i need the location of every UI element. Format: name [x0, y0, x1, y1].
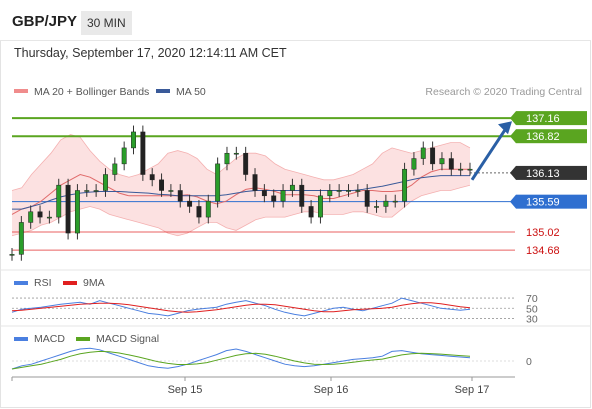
legend-label-1: MA 20 + Bollinger Bands	[34, 86, 149, 98]
price-candle	[336, 190, 342, 192]
macd-signal-line	[11, 350, 471, 370]
price-candle	[448, 158, 454, 170]
forecast-arrow-head	[498, 121, 512, 135]
price-candle	[402, 168, 408, 202]
bollinger-lower	[11, 184, 471, 237]
level-label-5: 135.02	[526, 227, 560, 239]
rsi-legend-label-2: 9MA	[83, 277, 105, 289]
price-candle	[327, 190, 333, 197]
macd-legend-swatch-2	[76, 337, 90, 341]
price-candle	[112, 163, 118, 175]
price-candle	[392, 200, 398, 203]
macd-line	[11, 347, 471, 370]
timestamp-label: Thursday, September 17, 2020 12:14:11 AM…	[14, 46, 287, 60]
rsi-tick-label: 70	[526, 293, 538, 305]
rsi-tick-label: 30	[526, 313, 538, 325]
price-candle	[177, 190, 183, 202]
price-candle	[196, 206, 202, 218]
price-candle	[243, 152, 249, 175]
chart-header: GBP/JPY 30 MIN	[0, 0, 591, 41]
price-candle	[140, 131, 146, 175]
level-tag-pointer-1	[510, 111, 516, 126]
price-candle	[420, 147, 426, 159]
legend-label-2: MA 50	[176, 86, 206, 98]
price-candle	[364, 190, 370, 207]
price-candle	[56, 184, 62, 218]
price-candle	[159, 179, 165, 191]
price-candle	[205, 200, 211, 218]
price-candle	[46, 216, 52, 219]
price-candle	[187, 200, 193, 207]
level-tag-pointer-2	[510, 129, 516, 144]
price-candle	[458, 168, 464, 171]
level-label-3: 136.13	[526, 168, 560, 180]
price-candle	[308, 206, 314, 218]
bollinger-upper	[11, 134, 471, 191]
price-candle	[28, 211, 34, 223]
price-candle	[299, 184, 305, 207]
price-candle	[280, 190, 286, 202]
price-candle	[411, 158, 417, 170]
price-candle	[289, 184, 295, 191]
price-candle	[430, 147, 436, 165]
price-candle	[65, 184, 71, 234]
macd-legend-label-2: MACD Signal	[96, 333, 159, 345]
macd-legend-swatch-1	[14, 337, 28, 341]
price-candle	[467, 168, 473, 171]
price-candle	[168, 190, 174, 192]
level-tag-4	[516, 194, 587, 209]
price-candle	[131, 131, 136, 149]
level-tag-3	[516, 165, 587, 180]
rsi-line	[11, 297, 471, 317]
price-candle	[233, 152, 239, 155]
level-tag-2	[516, 129, 587, 144]
level-tag-pointer-3	[510, 165, 516, 180]
rsi-legend-swatch-2	[63, 281, 77, 285]
rsi-legend-swatch-1	[14, 281, 28, 285]
rsi-legend-label-1: RSI	[34, 277, 52, 289]
price-candle	[84, 190, 90, 192]
legend-swatch-1	[14, 89, 28, 93]
price-candle	[215, 163, 221, 202]
price-candle	[103, 174, 108, 191]
ma50-line	[12, 175, 470, 210]
macd-tick-label: 0	[526, 356, 532, 368]
price-candle	[271, 195, 277, 202]
rsi-tick-label: 50	[526, 303, 538, 315]
level-label-2: 136.82	[526, 131, 560, 143]
price-candle	[121, 147, 127, 165]
level-tag-pointer-4	[510, 194, 516, 209]
symbol-title: GBP/JPY	[12, 13, 78, 30]
price-candle	[9, 254, 15, 256]
interval-badge[interactable]: 30 MIN	[81, 11, 132, 35]
price-candle	[346, 190, 351, 192]
rsi-ma9-line	[11, 302, 471, 313]
price-candle	[355, 190, 361, 192]
x-tick-label: Sep 15	[168, 384, 203, 396]
price-candle	[18, 222, 24, 255]
price-candle	[224, 152, 230, 165]
price-candle	[74, 190, 80, 234]
forecast-arrow-line	[470, 127, 508, 181]
price-candle	[261, 190, 267, 197]
macd-legend-label-1: MACD	[34, 333, 65, 345]
bollinger-band	[12, 134, 470, 236]
legend-swatch-2	[156, 89, 170, 93]
credit-label: Research © 2020 Trading Central	[425, 86, 582, 98]
price-candle	[439, 158, 445, 165]
level-label-4: 135.59	[526, 197, 560, 209]
price-candle	[374, 206, 379, 208]
level-label-6: 134.68	[526, 245, 560, 257]
x-tick-label: Sep 16	[314, 384, 349, 396]
level-label-1: 137.16	[526, 113, 560, 125]
price-candle	[93, 190, 99, 192]
price-candle	[383, 200, 389, 207]
level-tag-1	[516, 111, 587, 126]
price-candle	[37, 211, 43, 218]
price-candle	[317, 195, 323, 218]
x-tick-label: Sep 17	[455, 384, 490, 396]
price-candle	[149, 174, 155, 181]
price-candle	[252, 174, 258, 191]
